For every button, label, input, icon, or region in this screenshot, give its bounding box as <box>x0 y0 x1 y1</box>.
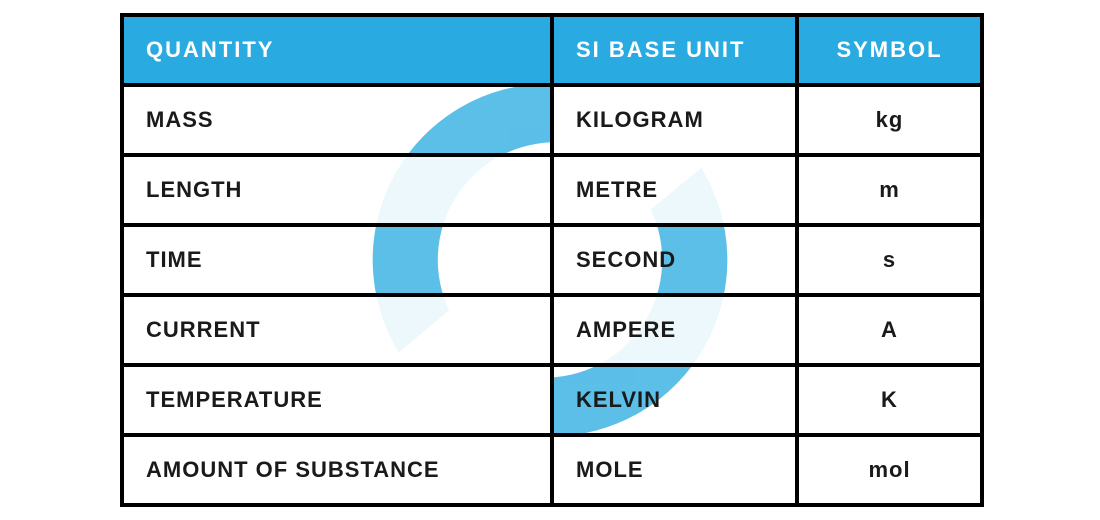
table-row: TEMPERATURE KELVIN K <box>122 365 982 435</box>
cell-symbol: A <box>797 295 982 365</box>
cell-quantity: AMOUNT OF SUBSTANCE <box>122 435 552 505</box>
col-header-symbol: SYMBOL <box>797 15 982 85</box>
cell-quantity: CURRENT <box>122 295 552 365</box>
table-row: MASS KILOGRAM kg <box>122 85 982 155</box>
cell-symbol: s <box>797 225 982 295</box>
cell-unit: MOLE <box>552 435 797 505</box>
table-row: AMOUNT OF SUBSTANCE MOLE mol <box>122 435 982 505</box>
cell-unit: AMPERE <box>552 295 797 365</box>
cell-quantity: LENGTH <box>122 155 552 225</box>
cell-unit: METRE <box>552 155 797 225</box>
cell-symbol: m <box>797 155 982 225</box>
cell-unit: KELVIN <box>552 365 797 435</box>
table-row: TIME SECOND s <box>122 225 982 295</box>
table-row: CURRENT AMPERE A <box>122 295 982 365</box>
cell-quantity: MASS <box>122 85 552 155</box>
cell-quantity: TEMPERATURE <box>122 365 552 435</box>
si-units-table-container: QUANTITY SI BASE UNIT SYMBOL MASS KILOGR… <box>120 13 980 507</box>
col-header-quantity: QUANTITY <box>122 15 552 85</box>
table-header-row: QUANTITY SI BASE UNIT SYMBOL <box>122 15 982 85</box>
table-row: LENGTH METRE m <box>122 155 982 225</box>
cell-quantity: TIME <box>122 225 552 295</box>
col-header-unit: SI BASE UNIT <box>552 15 797 85</box>
cell-symbol: K <box>797 365 982 435</box>
stage: QUANTITY SI BASE UNIT SYMBOL MASS KILOGR… <box>0 0 1100 520</box>
si-units-table: QUANTITY SI BASE UNIT SYMBOL MASS KILOGR… <box>120 13 984 507</box>
cell-symbol: mol <box>797 435 982 505</box>
cell-unit: KILOGRAM <box>552 85 797 155</box>
cell-symbol: kg <box>797 85 982 155</box>
cell-unit: SECOND <box>552 225 797 295</box>
